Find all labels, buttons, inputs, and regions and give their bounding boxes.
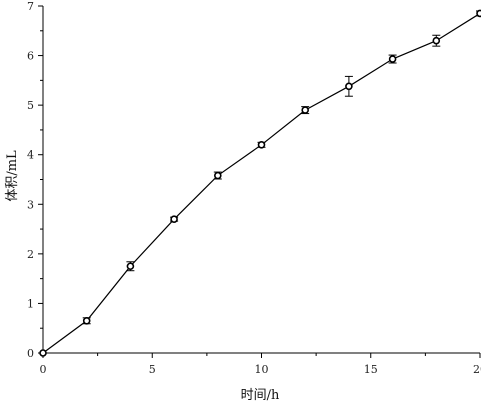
y-tick-label: 2: [27, 248, 34, 261]
data-point: [388, 55, 397, 63]
data-point: [170, 215, 178, 223]
y-tick-label: 1: [27, 297, 34, 310]
axes: [42, 6, 480, 354]
data-point: [39, 349, 47, 357]
y-tick-label: 6: [27, 50, 34, 63]
data-point: [432, 36, 441, 45]
data-point: [214, 171, 222, 180]
series-layer: [39, 9, 481, 357]
x-tick-label: 20: [473, 363, 481, 376]
data-point: [345, 82, 353, 91]
x-tick-label: 15: [364, 363, 378, 376]
data-point: [82, 316, 91, 325]
x-tick-label: 10: [255, 363, 269, 376]
x-axis-title: 时间/h: [241, 388, 280, 403]
y-tick-label: 4: [27, 149, 34, 162]
data-point: [301, 106, 310, 114]
data-point: [476, 9, 481, 18]
y-axis-title: 体积/mL: [5, 150, 20, 202]
y-tick-label: 7: [27, 0, 34, 13]
data-point: [257, 141, 266, 149]
y-tick-label: 0: [27, 347, 34, 360]
axis-ticks: 0 5 10 15 20 0 1 2 3 4 5 6 7: [27, 0, 481, 376]
x-tick-label: 0: [40, 363, 47, 376]
y-tick-label: 3: [27, 198, 34, 211]
data-point: [126, 262, 135, 271]
y-tick-label: 5: [27, 99, 34, 112]
series-line: [42, 12, 481, 354]
x-tick-label: 5: [149, 363, 156, 376]
